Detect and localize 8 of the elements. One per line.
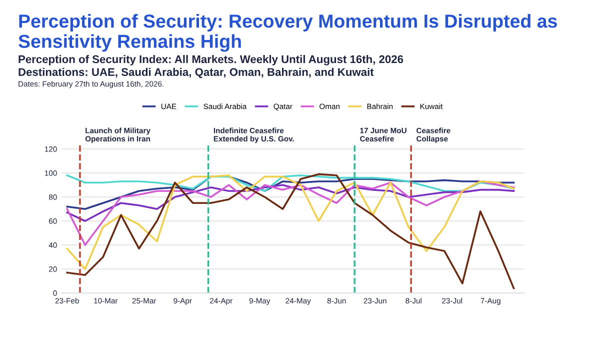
line-series: [66, 180, 515, 246]
line-series: [66, 174, 515, 270]
line-series: [66, 176, 515, 210]
chart-title: Perception of Security: Recovery Momentum Is Disrupted as Sensitivity Remains High: [18, 14, 557, 52]
line-series: [66, 174, 515, 192]
line-series: [66, 173, 515, 290]
line-series: [66, 184, 515, 222]
chart-subtitle: Perception of Security Index: All Markets. Weekly Until August 16th, 2026 Destinations: UAE, Saudi Arabia, Qatar, Oman, Bahrain, and Kuwait: [18, 55, 404, 78]
